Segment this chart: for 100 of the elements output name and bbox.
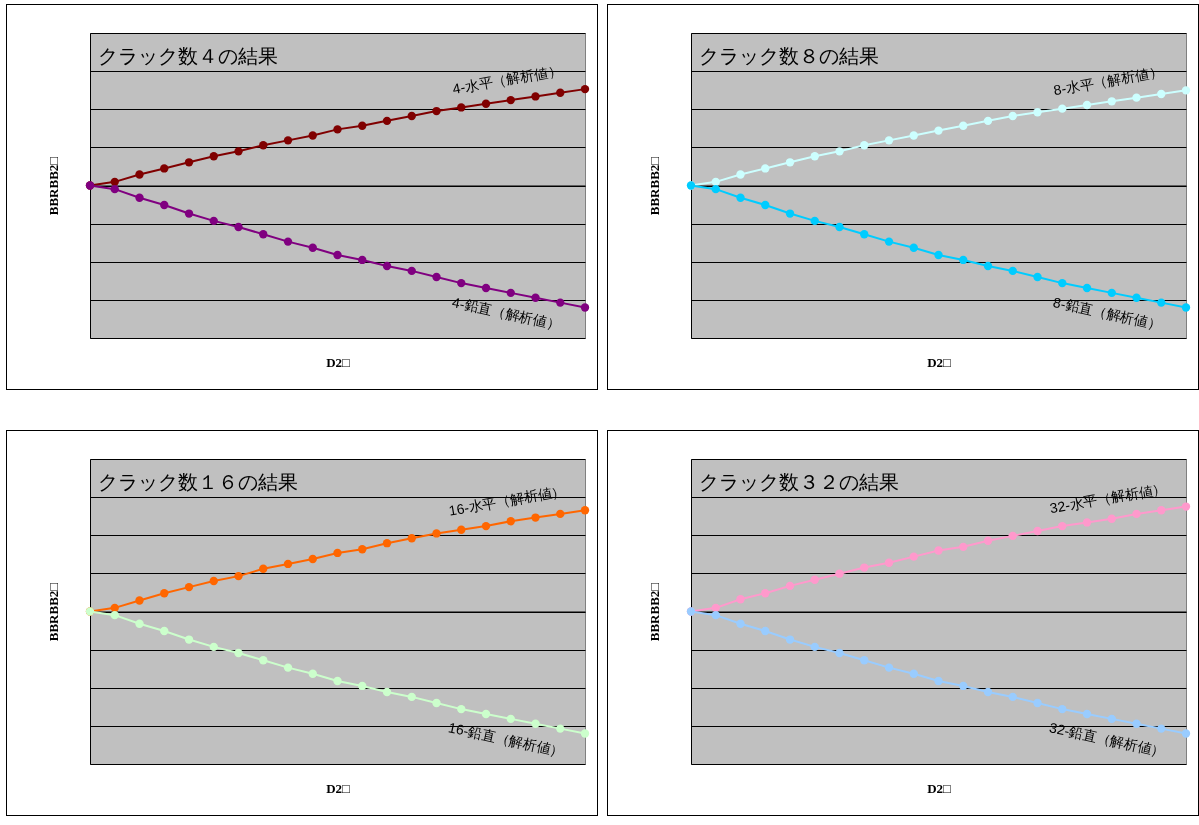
- point: [860, 141, 869, 150]
- point: [184, 635, 194, 644]
- point: [407, 266, 416, 276]
- point: [1082, 283, 1092, 293]
- point: [884, 136, 894, 145]
- point: [333, 548, 342, 558]
- point: [556, 88, 565, 97]
- point: [184, 209, 194, 218]
- point: [358, 681, 367, 691]
- point: [736, 619, 745, 628]
- point: [283, 136, 293, 145]
- point: [160, 626, 169, 636]
- point: [1157, 298, 1166, 307]
- point: [934, 546, 943, 555]
- point: [531, 719, 540, 728]
- point: [983, 261, 993, 271]
- point: [1033, 272, 1042, 282]
- point: [1008, 692, 1017, 702]
- point: [983, 687, 993, 697]
- point: [934, 676, 943, 686]
- point: [835, 222, 844, 232]
- y-axis-title: BBRBB2□: [646, 156, 662, 216]
- point: [835, 569, 844, 578]
- point: [259, 230, 268, 239]
- y-axis-title: BBRBB2□: [646, 582, 662, 642]
- point: [457, 103, 466, 112]
- point: [457, 704, 466, 714]
- point: [761, 626, 770, 636]
- point: [909, 243, 918, 252]
- point: [1082, 518, 1092, 527]
- point: [184, 582, 194, 592]
- point: [761, 589, 770, 598]
- y-axis-title: BBRBB2□: [45, 156, 61, 216]
- point: [1058, 278, 1067, 288]
- point: [959, 255, 968, 265]
- point: [711, 610, 720, 620]
- point: [160, 200, 169, 210]
- point: [580, 303, 590, 312]
- point: [711, 603, 720, 613]
- x-axis-title: D2□: [927, 780, 952, 796]
- chart-title: クラック数８の結果: [699, 44, 879, 68]
- point: [761, 164, 770, 173]
- point: [283, 559, 293, 569]
- point: [810, 152, 819, 161]
- point: [234, 147, 243, 156]
- point: [983, 536, 993, 545]
- point: [711, 177, 720, 187]
- point: [580, 84, 590, 94]
- point: [209, 576, 218, 586]
- point: [580, 729, 590, 738]
- point: [308, 131, 317, 140]
- point: [884, 663, 894, 672]
- point: [234, 571, 243, 581]
- point: [1107, 714, 1116, 724]
- x-axis-title: D2□: [326, 780, 351, 796]
- point: [1157, 506, 1166, 515]
- point: [1107, 97, 1116, 106]
- point: [283, 663, 293, 672]
- point: [110, 184, 119, 194]
- point: [1033, 698, 1042, 708]
- point: [785, 158, 795, 167]
- point: [785, 209, 795, 218]
- point: [481, 709, 491, 719]
- point: [785, 581, 795, 591]
- point: [556, 724, 565, 733]
- point: [959, 121, 968, 130]
- point: [884, 237, 894, 246]
- point: [1132, 509, 1141, 519]
- point: [259, 564, 268, 573]
- point: [506, 95, 515, 105]
- point: [810, 642, 819, 652]
- point: [531, 92, 540, 101]
- point: [358, 255, 367, 265]
- point: [432, 698, 441, 708]
- point: [1157, 89, 1166, 99]
- point: [432, 106, 441, 116]
- point: [1181, 729, 1191, 738]
- point: [1082, 100, 1092, 110]
- point: [556, 298, 565, 307]
- point: [209, 642, 218, 652]
- point: [506, 288, 515, 298]
- point: [234, 648, 243, 658]
- point: [1107, 514, 1116, 523]
- point: [110, 610, 119, 620]
- point: [382, 116, 392, 126]
- point: [506, 714, 515, 724]
- point: [382, 539, 392, 548]
- point: [1008, 111, 1017, 121]
- point: [160, 589, 169, 598]
- point: [1033, 526, 1042, 536]
- point: [1082, 709, 1092, 719]
- point: [909, 552, 918, 561]
- point: [234, 222, 243, 232]
- point: [308, 669, 317, 678]
- point: [308, 243, 317, 252]
- point: [835, 147, 844, 156]
- point: [556, 509, 565, 519]
- point: [333, 676, 342, 686]
- point: [860, 563, 869, 572]
- point: [761, 200, 770, 210]
